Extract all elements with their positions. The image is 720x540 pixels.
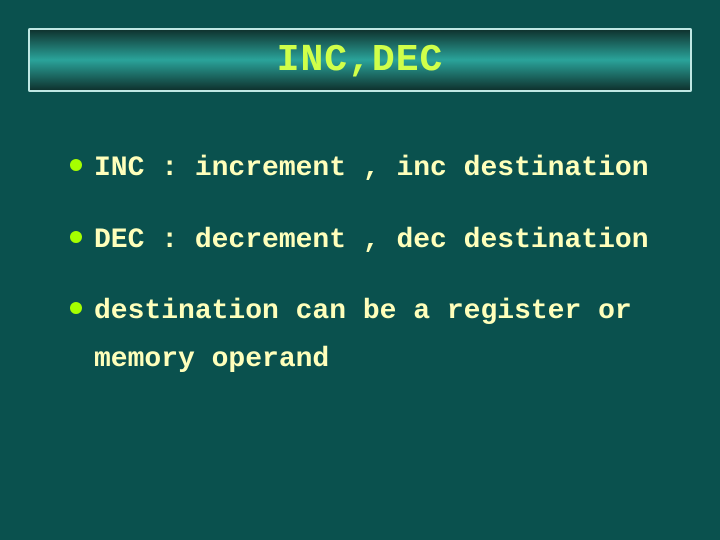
slide: INC,DEC INC : increment , inc destinatio… <box>0 0 720 540</box>
list-item: DEC : decrement , dec destination <box>70 217 680 265</box>
list-item: INC : increment , inc destination <box>70 145 680 193</box>
bullet-text: destination can be a register or memory … <box>94 288 680 383</box>
bullet-text: DEC : decrement , dec destination <box>94 217 649 265</box>
bullet-icon <box>70 159 82 171</box>
bullet-icon <box>70 231 82 243</box>
content-area: INC : increment , inc destination DEC : … <box>70 145 680 407</box>
list-item: destination can be a register or memory … <box>70 288 680 383</box>
title-bar-gradient: INC,DEC <box>30 30 690 90</box>
bullet-icon <box>70 302 82 314</box>
title-bar-border: INC,DEC <box>28 28 692 92</box>
bullet-text: INC : increment , inc destination <box>94 145 649 193</box>
title-band: INC,DEC <box>0 0 720 92</box>
slide-title: INC,DEC <box>277 39 444 82</box>
